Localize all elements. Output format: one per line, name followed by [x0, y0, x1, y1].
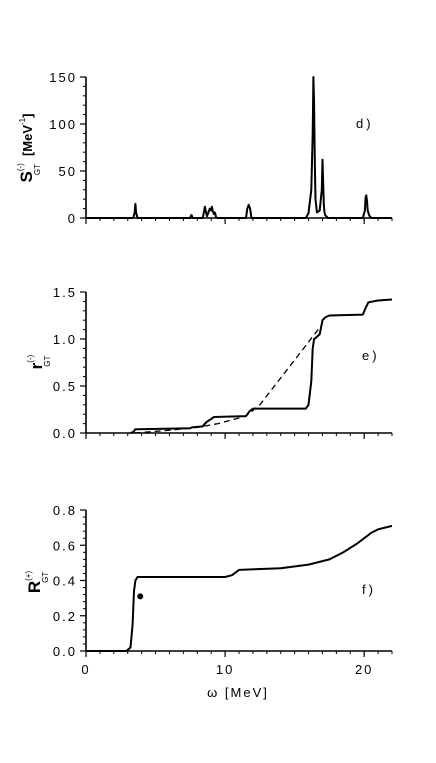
ylabel-f-sub: GT: [41, 572, 50, 583]
panel-f: 0.0 0.2 0.4 0.6 0.8 0 10 20 f) R(+) GT ω [MeV]: [24, 503, 393, 700]
x-tick-label-f: 10: [216, 662, 234, 677]
series-group-e: [130, 298, 393, 434]
series-line-e-solid: [130, 298, 393, 434]
svg-text:S(-)GT[MeV-1]: S(-) GT [MeV-1]: [16, 114, 42, 183]
ylabel-d-unit-exp: -1: [18, 117, 27, 125]
ticks-f: 0.0 0.2 0.4 0.6 0.8 0 10 20: [53, 503, 393, 677]
series-group-d: [86, 76, 392, 219]
y-tick-label-f: 0.6: [53, 538, 77, 553]
panel-d: 0 50 100 150 d) S(-) GT [MeV-1]: [16, 70, 393, 226]
ylabel-d-main: S: [17, 171, 36, 182]
y-axis-title-e: r(-) GT: [26, 354, 52, 369]
y-tick-label-d: 0: [68, 211, 77, 226]
x-tick-label-f: 0: [81, 662, 90, 677]
y-tick-label-f: 0.0: [53, 644, 77, 659]
panel-label-d: d): [356, 116, 374, 131]
ylabel-d-sup: (-): [16, 163, 25, 171]
ylabel-d-sub: GT: [33, 164, 42, 175]
ylabel-e-main: r: [27, 362, 46, 369]
data-point-marker-f: [137, 593, 144, 600]
svg-text:R(+)GT: R(+) GT: [24, 571, 50, 594]
y-axis-title-d: S(-) GT [MeV-1]: [16, 114, 42, 183]
y-tick-label-e: 1.5: [53, 285, 77, 300]
series-group-f: [86, 524, 393, 652]
series-line-e-dashed: [134, 323, 324, 434]
ylabel-d-unit-close: ]: [20, 114, 35, 118]
y-tick-label-e: 0.0: [53, 426, 77, 441]
ylabel-e-sub: GT: [43, 355, 52, 366]
y-tick-label-d: 100: [49, 117, 77, 132]
panel-label-f: f): [362, 582, 376, 597]
series-line-d-solid: [86, 76, 392, 219]
y-tick-label-f: 0.8: [53, 503, 77, 518]
ticks-e: 0.0 0.5 1.0 1.5: [53, 285, 393, 441]
y-axis-title-f: R(+) GT: [24, 571, 50, 594]
series-line-f-solid: [86, 524, 393, 652]
y-tick-label-e: 1.0: [53, 332, 77, 347]
panel-label-e: e): [362, 348, 380, 363]
y-tick-label-d: 50: [59, 164, 77, 179]
ticks-d: 0 50 100 150: [49, 70, 393, 226]
ylabel-d-unit: [MeV: [20, 125, 35, 156]
ylabel-f-sup: (+): [24, 571, 33, 581]
y-tick-label-f: 0.2: [53, 609, 77, 624]
x-axis-title: ω [MeV]: [207, 685, 269, 700]
panel-e: 0.0 0.5 1.0 1.5 e) r(-) GT: [26, 285, 393, 441]
y-tick-label-e: 0.5: [53, 379, 77, 394]
ylabel-e-sup: (-): [26, 354, 35, 362]
svg-text:r(-)GT: r(-) GT: [26, 354, 52, 369]
y-tick-label-d: 150: [49, 70, 77, 85]
y-tick-label-f: 0.4: [53, 574, 77, 589]
ylabel-f-main: R: [25, 581, 44, 593]
x-tick-label-f: 20: [355, 662, 373, 677]
